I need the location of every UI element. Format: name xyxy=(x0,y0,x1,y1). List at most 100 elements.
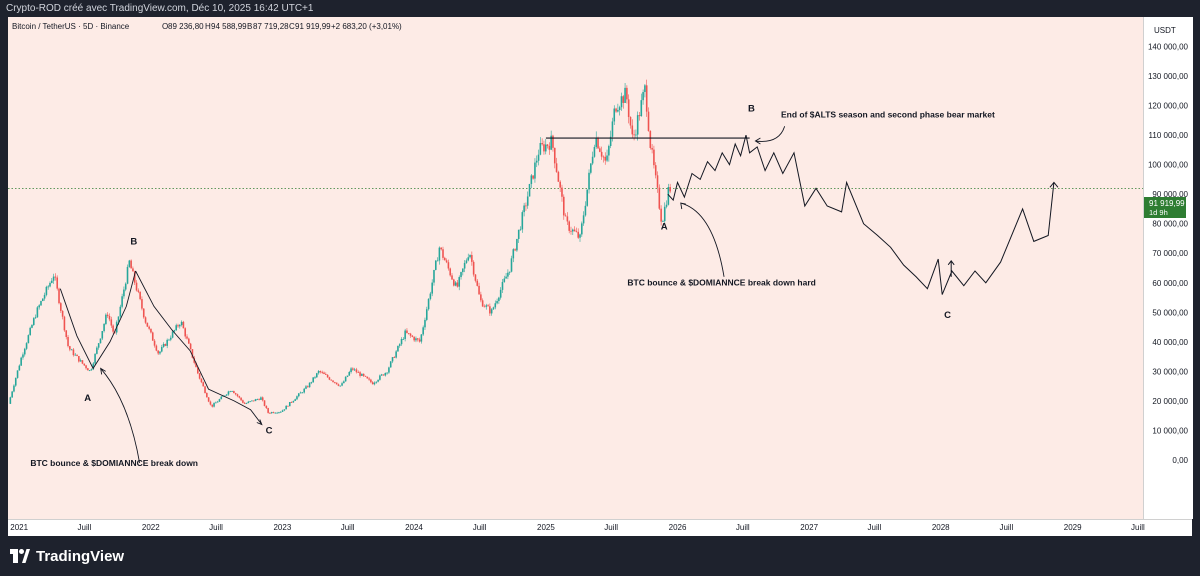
candle-body xyxy=(265,405,268,409)
candle-body xyxy=(584,205,587,216)
annotation-text: End of $ALTS season and second phase bea… xyxy=(781,109,995,119)
x-tick-label: Juill xyxy=(473,523,487,532)
candle-body xyxy=(416,338,419,340)
callout-arrow-2[interactable] xyxy=(680,202,725,277)
x-tick-label: 2023 xyxy=(273,523,291,532)
candle-body xyxy=(117,316,120,323)
current-price-text: 91 919,99 xyxy=(1149,199,1185,208)
candle-body xyxy=(216,401,219,403)
candle-body xyxy=(379,375,381,380)
x-tick-label: Juill xyxy=(78,523,92,532)
y-tick-label: 100 000,00 xyxy=(1148,161,1189,170)
candle-body xyxy=(348,371,351,376)
candle-body xyxy=(310,382,313,384)
candle-body xyxy=(600,151,603,157)
annotation-text: BTC bounce & $DOMIANNCE break down xyxy=(30,458,198,468)
candle-body xyxy=(575,231,578,232)
tradingview-logo[interactable]: TradingView xyxy=(10,546,124,566)
candle-body xyxy=(40,301,42,306)
candle-body xyxy=(645,85,648,112)
candle-body xyxy=(316,373,318,378)
candle-body xyxy=(182,321,185,329)
candle-body xyxy=(597,137,599,149)
candle-body xyxy=(595,137,598,147)
candle-body xyxy=(110,319,113,326)
wave-label: C xyxy=(944,310,951,321)
candle-body xyxy=(424,319,426,328)
x-tick-label: Juill xyxy=(209,523,223,532)
candle-body xyxy=(103,323,105,332)
candle-body xyxy=(663,206,666,222)
candle-body xyxy=(660,208,662,222)
candle-body xyxy=(490,309,493,314)
candle-body xyxy=(184,328,187,337)
annotations: A B C BTC bounce & $DOMIANNCE break down A B C… xyxy=(30,103,995,467)
candle-body xyxy=(180,321,183,326)
wave-label: A xyxy=(661,222,668,233)
callout-arrow-3[interactable] xyxy=(754,126,786,145)
candle-body xyxy=(188,338,190,344)
candle-body xyxy=(380,374,383,376)
candle-body xyxy=(123,289,125,297)
callout-arrow-1[interactable] xyxy=(100,367,141,463)
candle-body xyxy=(67,336,69,347)
candle-body xyxy=(398,344,401,346)
candle-body xyxy=(532,175,534,179)
chart-pane[interactable] xyxy=(8,17,1143,519)
candle-body xyxy=(31,324,33,328)
current-price-badge: 91 919,99 1d 9h xyxy=(1144,197,1186,218)
candle-body xyxy=(510,258,513,272)
candle-body xyxy=(456,282,459,287)
countdown-text: 1d 9h xyxy=(1149,208,1168,217)
candle-body xyxy=(644,85,646,93)
candle-body xyxy=(393,357,396,358)
candle-body xyxy=(227,391,230,395)
candle-body xyxy=(325,374,327,375)
wave-drawing-2[interactable] xyxy=(135,270,263,426)
candle-body xyxy=(409,333,412,336)
y-tick-label: 30 000,00 xyxy=(1152,367,1188,376)
y-tick-label: 120 000,00 xyxy=(1148,102,1189,111)
candle-body xyxy=(653,149,655,166)
candle-body xyxy=(276,412,278,414)
candle-body xyxy=(453,279,455,286)
x-tick-label: Juill xyxy=(736,523,750,532)
wave-drawing-1[interactable] xyxy=(59,270,137,370)
candle-body xyxy=(60,303,62,311)
candle-body xyxy=(69,346,71,350)
time-axis[interactable] xyxy=(8,519,1192,537)
wave-label: B xyxy=(748,103,755,114)
candle-body xyxy=(215,402,217,404)
price-axis[interactable] xyxy=(1143,17,1193,519)
candle-body xyxy=(38,305,40,308)
candle-body xyxy=(647,111,650,131)
x-tick-label: Juill xyxy=(868,523,882,532)
candle-body xyxy=(564,215,567,217)
x-tick-label: 2027 xyxy=(800,523,818,532)
candle-body xyxy=(49,282,51,287)
candle-body xyxy=(330,379,333,381)
candle-body xyxy=(591,156,594,164)
candle-body xyxy=(669,187,671,192)
candle-body xyxy=(571,229,574,232)
projection-path[interactable] xyxy=(667,134,1059,295)
candle-body xyxy=(83,363,86,366)
candle-body xyxy=(144,317,147,323)
candle-body xyxy=(638,115,641,117)
candle-body xyxy=(590,163,592,173)
candle-body xyxy=(465,260,468,263)
candle-body xyxy=(328,377,331,380)
candle-body xyxy=(454,282,457,286)
candle-body xyxy=(179,325,181,327)
credit-text: Crypto-ROD créé avec TradingView.com, Dé… xyxy=(6,3,314,14)
candle-body xyxy=(566,216,569,222)
candle-body xyxy=(350,368,352,372)
x-tick-label: 2026 xyxy=(669,523,687,532)
candle-body xyxy=(512,249,515,259)
candle-body xyxy=(85,365,87,369)
candle-body xyxy=(41,298,44,302)
candle-body xyxy=(11,391,13,398)
candle-body xyxy=(65,330,68,337)
candle-body xyxy=(626,87,628,100)
candle-body xyxy=(135,282,138,291)
